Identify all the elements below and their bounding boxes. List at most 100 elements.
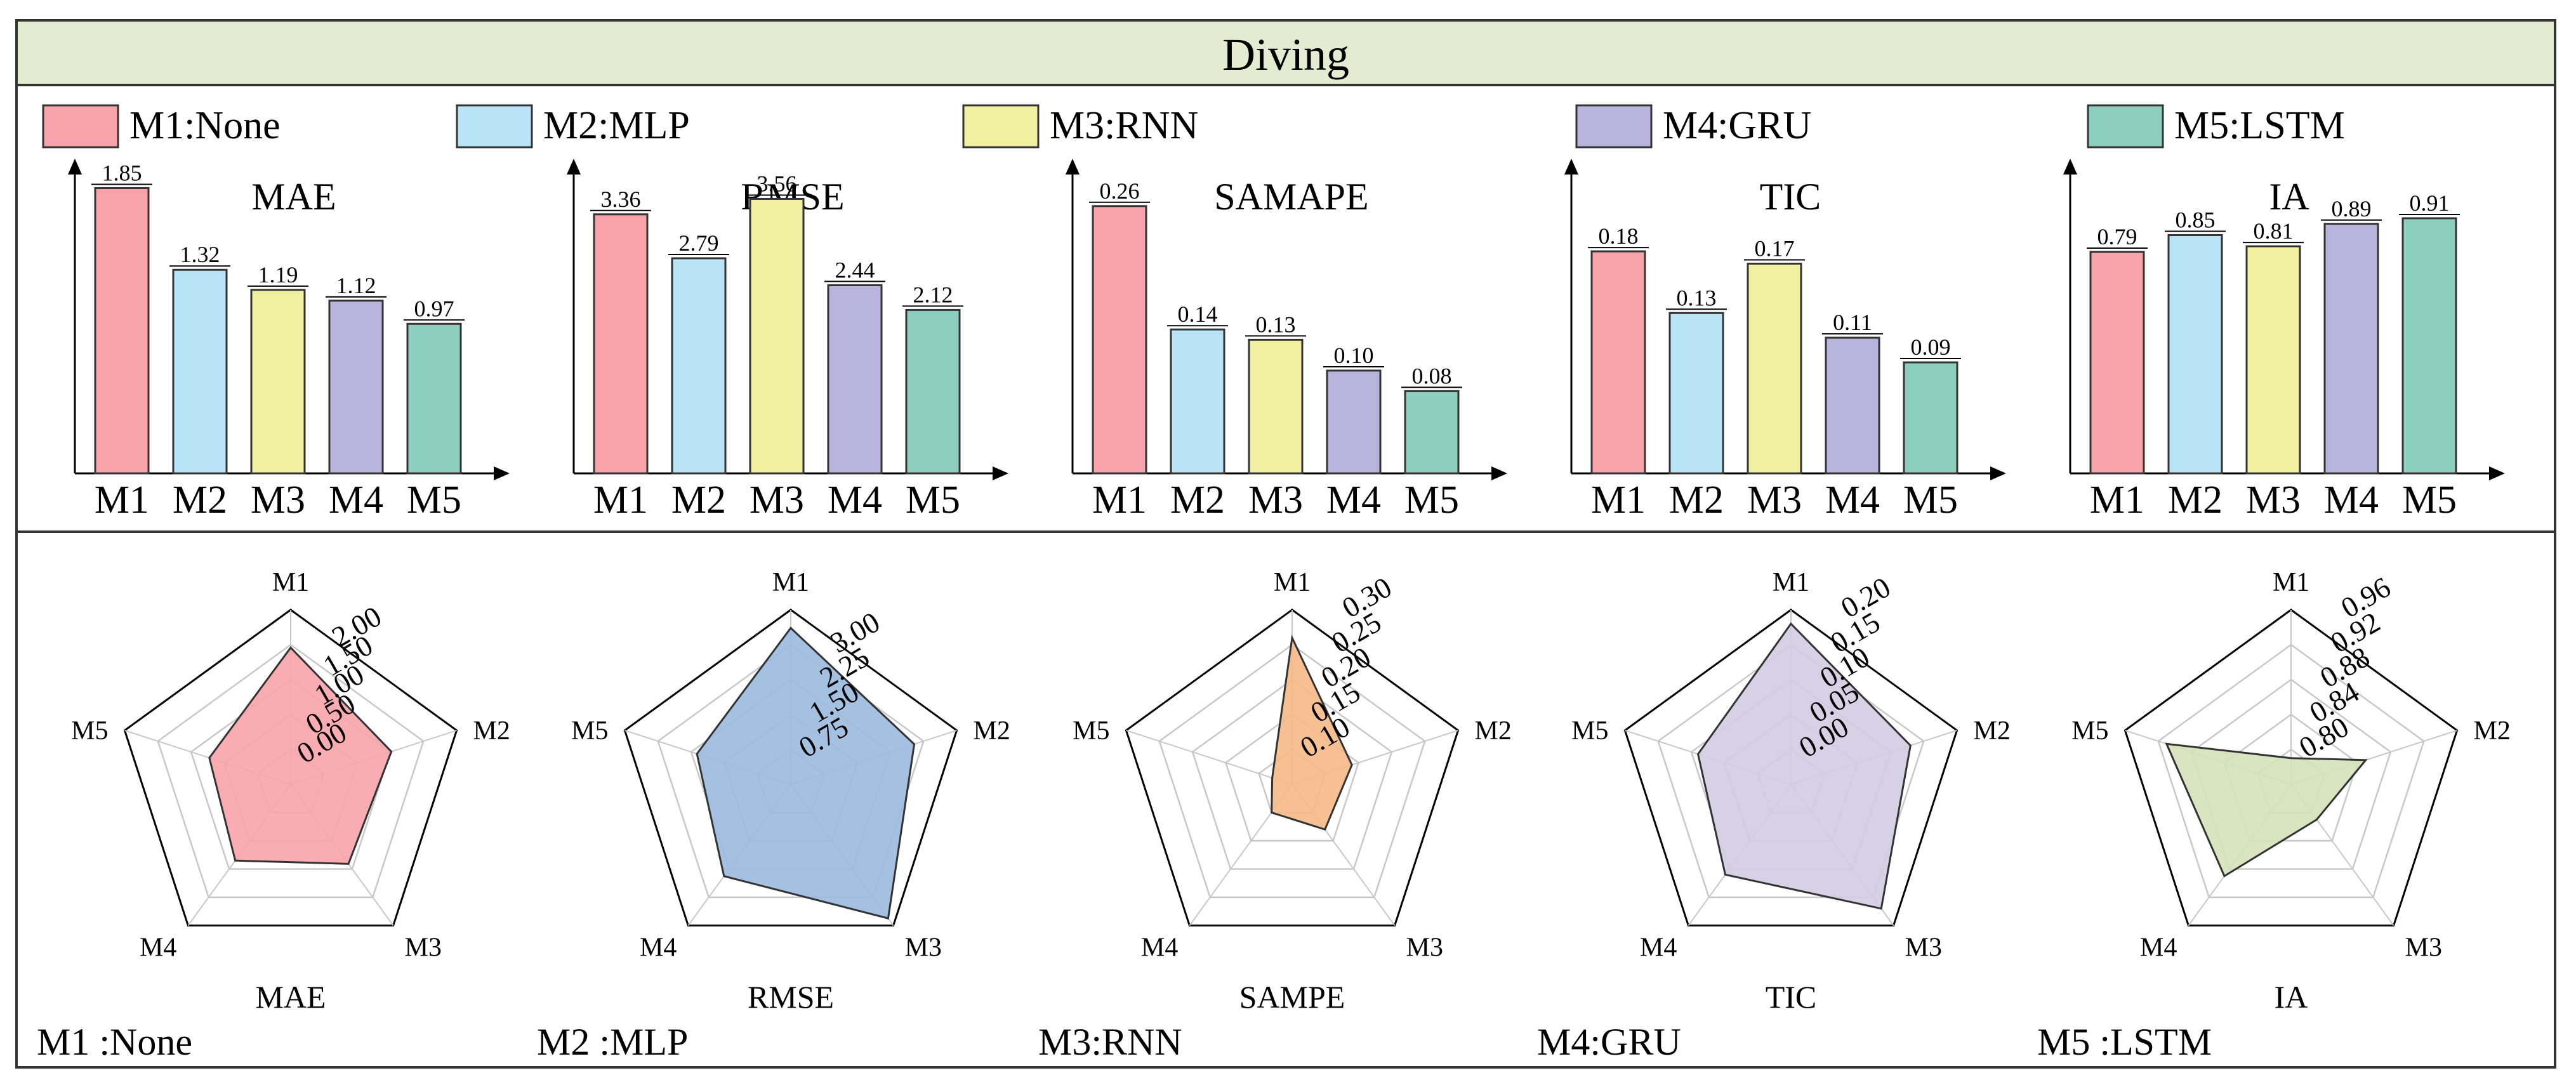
y-axis-arrow (68, 159, 82, 175)
bar-value-label: 2.79 (679, 230, 719, 256)
x-axis-arrow (2489, 466, 2505, 480)
bar-value-label: 0.91 (2410, 190, 2450, 216)
bar-value-label: 0.97 (414, 296, 454, 321)
radar-gridline (2157, 643, 2425, 899)
bar-M3 (1747, 263, 1802, 475)
bar-chart-title: SAMAPE (1214, 176, 1368, 218)
radar-axis-label-M1: M1 (272, 568, 309, 597)
x-tick-label: M1 (95, 478, 149, 522)
radar-axis-label-M4: M4 (1141, 933, 1178, 962)
x-tick-label: M1 (1092, 478, 1147, 522)
radar-axis-label-M5: M5 (571, 716, 608, 746)
y-axis-arrow (1066, 159, 1080, 175)
radar-outline (123, 609, 458, 926)
outer-frame (15, 19, 2556, 1069)
legend-label-M3: M3:RNN (1050, 104, 1198, 147)
bar-M3 (2245, 245, 2301, 475)
bar-M4 (827, 284, 883, 475)
bar-chart-tic: TIC 0.18 M1 0.13 M2 0.17 M3 0.11 M4 0.09 M5 (1564, 159, 2006, 522)
x-tick-label: M4 (329, 478, 383, 522)
legend-label-M2: M2:MLP (543, 104, 690, 147)
y-axis-arrow (1564, 159, 1578, 175)
radar-gridline (1191, 678, 1393, 870)
bar-M4 (2323, 223, 2379, 475)
x-tick-label: M5 (407, 478, 461, 522)
x-tick-label: M4 (1326, 478, 1381, 522)
x-axis-arrow (494, 466, 510, 480)
legend: M1:None M2:MLP M3:RNN M4:GRU M5:LSTM (42, 104, 2345, 148)
bar-M2 (1170, 328, 1225, 475)
bar-M1 (1092, 205, 1147, 475)
x-tick-label: M4 (2324, 478, 2379, 522)
radar-axis-label-M3: M3 (1905, 933, 1942, 962)
bar-M1 (1590, 250, 1646, 475)
bar-M1 (94, 187, 150, 475)
bar-M5 (1404, 390, 1460, 475)
radar-spoke (1126, 730, 1293, 785)
x-tick-label: M4 (828, 478, 882, 522)
legend-label-M5: M5:LSTM (2174, 104, 2345, 147)
radar-axis-label-M5: M5 (1571, 716, 1608, 746)
legend-item-M2: M2:MLP (456, 104, 690, 148)
radar-gridline (1158, 643, 1426, 899)
bar-value-label: 0.11 (1833, 310, 1872, 335)
radar-axis-label-M1: M1 (772, 568, 809, 597)
bar-value-label: 0.85 (2176, 207, 2216, 232)
radar-axis-label-M2: M2 (473, 716, 510, 746)
radar-axis-label-M4: M4 (140, 933, 176, 962)
legend-item-M4: M4:GRU (1575, 104, 1811, 148)
bar-value-label: 0.13 (1677, 285, 1717, 310)
x-axis-arrow (1491, 466, 1507, 480)
bar-M1 (593, 213, 649, 475)
bar-value-label: 0.81 (2254, 218, 2294, 244)
bar-chart-samape: SAMAPE 0.26 M1 0.14 M2 0.13 M3 0.10 M4 0.08 M5 (1066, 159, 1507, 522)
legend-swatch-M1 (42, 104, 119, 148)
bar-value-label: 3.56 (757, 171, 797, 196)
legend-swatch-M3 (962, 104, 1040, 148)
radar-axis-label-M4: M4 (2140, 933, 2177, 962)
legend-item-M3: M3:RNN (962, 104, 1198, 148)
y-axis-arrow (567, 159, 581, 175)
x-tick-label: M2 (671, 478, 726, 522)
radar-caption: M5 :LSTM (2037, 1021, 2212, 1063)
legend-item-M1: M1:None (42, 104, 281, 148)
radar-data-area (2165, 742, 2368, 878)
x-tick-label: M5 (1404, 478, 1459, 522)
bar-value-label: 0.08 (1412, 363, 1452, 388)
bar-value-label: 0.89 (2332, 196, 2372, 221)
bar-M2 (2167, 234, 2223, 475)
bar-value-label: 0.79 (2097, 224, 2137, 249)
x-axis-arrow (993, 466, 1008, 480)
radar-axis-label-M2: M2 (2474, 716, 2511, 746)
bar-value-label: 0.14 (1178, 301, 1218, 327)
radar-metric-label: SAMPE (1239, 979, 1345, 1015)
y-axis-arrow (2063, 159, 2077, 175)
x-tick-label: M5 (1903, 478, 1958, 522)
bar-M3 (1248, 338, 1304, 475)
x-tick-label: M1 (2090, 478, 2144, 522)
radar-axis-label-M2: M2 (1475, 716, 1512, 746)
radar-caption: M2 :MLP (537, 1021, 688, 1063)
bar-value-label: 0.13 (1256, 312, 1296, 337)
bar-chart-title: MAE (251, 176, 336, 218)
header-band (15, 19, 2556, 86)
bar-value-label: 0.26 (1100, 178, 1140, 204)
bar-value-label: 0.09 (1911, 334, 1951, 360)
bar-value-label: 3.36 (601, 187, 641, 212)
radar-metric-label: IA (2275, 979, 2308, 1015)
x-tick-label: M3 (1747, 478, 1802, 522)
bar-chart-ia: IA 0.79 M1 0.85 M2 0.81 M3 0.89 M4 0.91 M5 (2063, 159, 2505, 522)
x-tick-label: M1 (593, 478, 648, 522)
radar-metric-label: TIC (1766, 979, 1817, 1015)
bar-M5 (2401, 217, 2457, 475)
radar-axis-label-M4: M4 (640, 933, 677, 962)
x-tick-label: M4 (1825, 478, 1880, 522)
bar-M3 (749, 197, 805, 475)
radar-data-area (696, 626, 916, 920)
radar-gridline (1657, 643, 1925, 899)
legend-swatch-M5 (2087, 104, 2164, 148)
radar-caption: M4:GRU (1537, 1021, 1681, 1063)
legend-item-M5: M5:LSTM (2087, 104, 2345, 148)
radar-caption: M3:RNN (1038, 1021, 1182, 1063)
